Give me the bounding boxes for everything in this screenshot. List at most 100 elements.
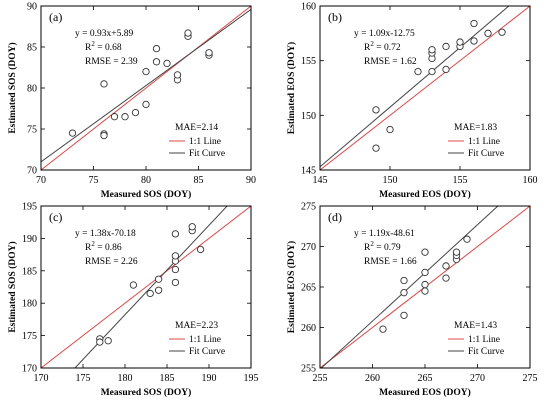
x-tick-label: 175: [76, 373, 91, 384]
data-point: [205, 49, 213, 57]
data-point: [428, 46, 436, 54]
data-point: [131, 108, 140, 117]
panel-b: 145 150 155 160 145 150 155 160 Measured EOS (DO…: [286, 2, 538, 201]
y-tick-label: 270: [301, 242, 316, 253]
data-point: [100, 80, 108, 88]
y-tick-label: 275: [301, 202, 316, 213]
panel-label: (c): [49, 210, 62, 224]
x-tick-label: 270: [470, 373, 485, 384]
data-point: [104, 337, 112, 345]
y-tick-label: 90: [27, 2, 37, 13]
legend-label-one-to-one: 1:1 Line: [468, 335, 500, 345]
y-axis-label: Estimated EOS (DOY): [286, 241, 297, 333]
data-point: [68, 129, 77, 137]
data-point: [171, 230, 180, 238]
data-point: [372, 144, 380, 152]
x-tick-label: 85: [194, 175, 204, 186]
x-tick-label: 180: [118, 373, 133, 384]
y-tick-label: 70: [27, 166, 37, 177]
y-axis-label: Estimated EOS (DOY): [286, 42, 297, 134]
data-point: [484, 29, 492, 37]
data-point: [173, 71, 182, 79]
fit-equation: y = 1.09x-12.75: [354, 29, 415, 39]
x-tick-label: 255: [313, 373, 328, 384]
data-point: [188, 223, 196, 231]
data-point: [96, 338, 104, 346]
fit-line: [41, 8, 251, 163]
data-point: [400, 289, 408, 297]
x-tick-label: 75: [89, 175, 99, 186]
data-point: [400, 276, 408, 285]
y-tick-label: 150: [301, 111, 316, 122]
data-point: [414, 67, 422, 76]
y-tick-label: 185: [22, 266, 37, 277]
data-point: [421, 248, 429, 256]
legend-label-one-to-one: 1:1 Line: [189, 137, 221, 147]
data-point: [456, 38, 464, 46]
rmse: RMSE = 2.26: [85, 257, 138, 267]
x-tick-label: 70: [36, 175, 46, 186]
data-point: [379, 325, 387, 333]
x-tick-label: 160: [523, 175, 538, 186]
data-point: [184, 29, 192, 37]
data-point: [152, 58, 161, 66]
data-point: [163, 59, 171, 68]
data-point: [400, 311, 408, 319]
y-tick-label: 260: [301, 323, 316, 334]
data-point: [386, 125, 394, 134]
y-tick-label: 170: [22, 364, 37, 375]
data-point: [154, 275, 163, 283]
legend-label-one-to-one: 1:1 Line: [468, 137, 500, 147]
legend-label-fit: Fit Curve: [468, 149, 504, 159]
x-axis-label: Measured EOS (DOY): [379, 189, 471, 200]
legend-label-fit: Fit Curve: [468, 347, 504, 357]
r-squared: R2 = 0.79: [364, 240, 401, 253]
x-tick-label: 80: [141, 175, 151, 186]
legend-label-fit: Fit Curve: [189, 347, 225, 357]
mae: MAE=2.14: [175, 123, 218, 133]
y-tick-label: 160: [301, 2, 316, 13]
x-axis-label: Measured EOS (DOY): [379, 387, 471, 398]
y-tick-label: 85: [27, 43, 37, 54]
data-point: [463, 235, 471, 243]
data-point: [171, 252, 180, 260]
y-tick-label: 155: [301, 56, 316, 67]
data-point: [154, 286, 163, 294]
y-tick-label: 80: [27, 84, 37, 95]
data-point: [421, 280, 429, 289]
panel-d: 255 260 265 270 275 255 260 265 270 275 Measured E…: [286, 202, 538, 399]
data-point: [142, 67, 150, 76]
x-tick-label: 265: [418, 373, 433, 384]
y-tick-label: 175: [22, 331, 37, 342]
y-tick-label: 195: [22, 202, 37, 213]
r-squared: R2 = 0.86: [85, 240, 122, 253]
data-point: [442, 42, 450, 51]
x-tick-label: 90: [246, 175, 256, 186]
y-tick-label: 255: [301, 364, 316, 375]
rmse: RMSE = 1.62: [364, 57, 417, 67]
r-squared: R2 = 0.68: [85, 40, 122, 53]
data-point: [171, 265, 180, 274]
x-tick-label: 185: [160, 373, 175, 384]
data-point: [442, 65, 450, 74]
plot-frame: [40, 205, 252, 369]
panel-label: (b): [328, 10, 342, 24]
panel-label: (a): [49, 10, 62, 24]
fit-equation: y = 1.19x-48.61: [354, 229, 415, 239]
legend-label-one-to-one: 1:1 Line: [189, 335, 221, 345]
data-point: [372, 106, 380, 114]
x-tick-label: 190: [202, 373, 217, 384]
y-tick-label: 75: [27, 125, 37, 136]
data-point: [442, 274, 450, 282]
r-squared: R2 = 0.72: [364, 40, 401, 53]
x-tick-label: 170: [34, 373, 49, 384]
data-point: [196, 245, 205, 254]
panel-label: (d): [328, 210, 342, 224]
x-axis-label: Measured SOS (DOY): [101, 387, 192, 398]
data-point: [421, 268, 429, 277]
x-tick-label: 260: [365, 373, 380, 384]
x-tick-label: 150: [383, 175, 398, 186]
fit-line: [74, 206, 228, 368]
data-point: [171, 278, 180, 287]
y-tick-label: 145: [301, 166, 316, 177]
